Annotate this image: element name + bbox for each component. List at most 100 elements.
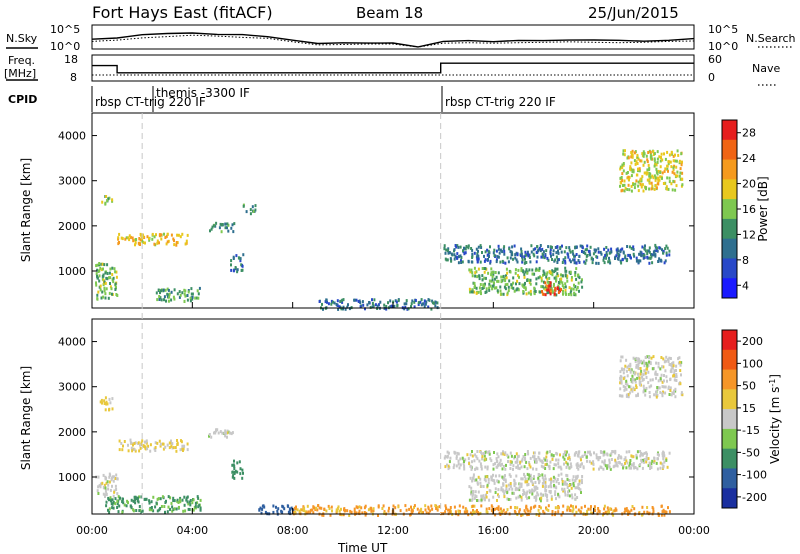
- power-cell: [621, 163, 624, 167]
- velocity-cell: [473, 478, 476, 482]
- velocity-cell: [626, 509, 629, 513]
- velocity-cell: [480, 467, 483, 471]
- velocity-cell: [496, 452, 499, 456]
- freq-unit: [MHz]: [4, 67, 36, 80]
- velocity-cell: [654, 370, 657, 374]
- velocity-cell: [479, 481, 482, 485]
- power-cell: [95, 264, 98, 268]
- velocity-cell: [540, 506, 542, 510]
- velocity-cell: [534, 498, 537, 502]
- power-cell: [569, 270, 572, 274]
- power-cell: [526, 271, 529, 275]
- velocity-cell: [663, 374, 665, 377]
- power-cell: [191, 292, 194, 296]
- velocity-cell: [568, 484, 571, 487]
- velocity-cell: [108, 397, 111, 401]
- power-cell: [590, 256, 593, 260]
- velocity-cell: [652, 510, 655, 514]
- velocity-cell: [185, 498, 188, 502]
- power-cell: [652, 153, 655, 156]
- velocity-cell: [542, 509, 545, 513]
- power-cell: [650, 181, 653, 185]
- velocity-cell: [627, 511, 630, 515]
- power-cell: [527, 254, 530, 258]
- power-cell: [453, 248, 456, 252]
- ytick-label: 2000: [58, 220, 86, 233]
- power-cell: [659, 258, 662, 262]
- power-cell: [557, 251, 560, 255]
- velocity-cell: [474, 467, 477, 471]
- velocity-cell: [435, 507, 438, 510]
- power-cell: [594, 250, 597, 254]
- power-cell: [226, 222, 229, 226]
- velocity-cell: [544, 481, 547, 485]
- power-cell: [679, 171, 682, 175]
- velocity-cell: [510, 454, 513, 458]
- power-cell: [177, 233, 180, 237]
- power-cell: [164, 236, 167, 239]
- power-cell: [660, 152, 663, 156]
- velocity-cell: [544, 474, 547, 478]
- velocity-cell: [560, 472, 563, 476]
- velocity-cell: [599, 465, 602, 469]
- power-cell: [658, 246, 661, 250]
- velocity-cell: [562, 453, 565, 457]
- velocity-cell: [493, 508, 495, 512]
- power-cell: [549, 248, 552, 252]
- velocity-cell: [144, 440, 147, 444]
- velocity-cell: [543, 511, 546, 515]
- power-cell: [597, 250, 600, 254]
- power-cell: [659, 175, 662, 179]
- power-cell: [505, 274, 507, 278]
- power-cell: [578, 254, 581, 258]
- power-cell: [610, 250, 613, 254]
- power-cell: [639, 159, 642, 163]
- power-cell: [184, 242, 187, 246]
- velocity-cell: [622, 371, 625, 375]
- power-cell: [647, 151, 650, 154]
- velocity-cell: [484, 498, 486, 502]
- velocity-cell: [670, 368, 673, 372]
- velocity-cell: [108, 472, 111, 476]
- power-cell: [473, 282, 476, 285]
- power-cell: [467, 246, 470, 250]
- velocity-cell: [495, 465, 498, 469]
- velocity-cell: [112, 500, 115, 504]
- velocity-cell: [112, 506, 115, 510]
- velocity-cell: [632, 455, 635, 459]
- power-cell: [233, 222, 236, 226]
- velocity-cell: [336, 507, 339, 510]
- power-cell: [493, 286, 496, 290]
- velocity-cell: [626, 393, 629, 397]
- velocity-cell: [463, 460, 465, 463]
- power-cell: [672, 154, 675, 158]
- velocity-cell: [512, 467, 514, 471]
- velocity-cell: [179, 448, 182, 452]
- power-cell: [489, 284, 492, 288]
- power-cell: [476, 275, 479, 279]
- power-cell: [495, 249, 498, 253]
- power-cell: [540, 255, 543, 259]
- velocity-cell: [622, 466, 625, 470]
- power-cell: [209, 229, 211, 233]
- power-cell: [502, 247, 505, 251]
- power-cell: [541, 285, 544, 289]
- power-cell: [422, 302, 424, 306]
- velocity-cell: [477, 499, 480, 503]
- power-cell: [671, 188, 674, 192]
- velocity-cell: [160, 505, 163, 508]
- velocity-cell: [116, 502, 119, 506]
- velocity-cell: [258, 508, 261, 512]
- power-cell: [624, 256, 627, 260]
- velocity-cell: [109, 401, 112, 405]
- velocity-cell: [524, 480, 527, 484]
- power-cell: [394, 299, 397, 303]
- velocity-cell: [111, 475, 114, 479]
- velocity-cell: [466, 453, 469, 457]
- velocity-cell: [131, 449, 134, 453]
- velocity-cell: [152, 495, 155, 499]
- velocity-cell: [540, 496, 543, 500]
- power-cell: [629, 255, 632, 259]
- velocity-cell: [640, 452, 642, 456]
- velocity-cell: [171, 442, 174, 446]
